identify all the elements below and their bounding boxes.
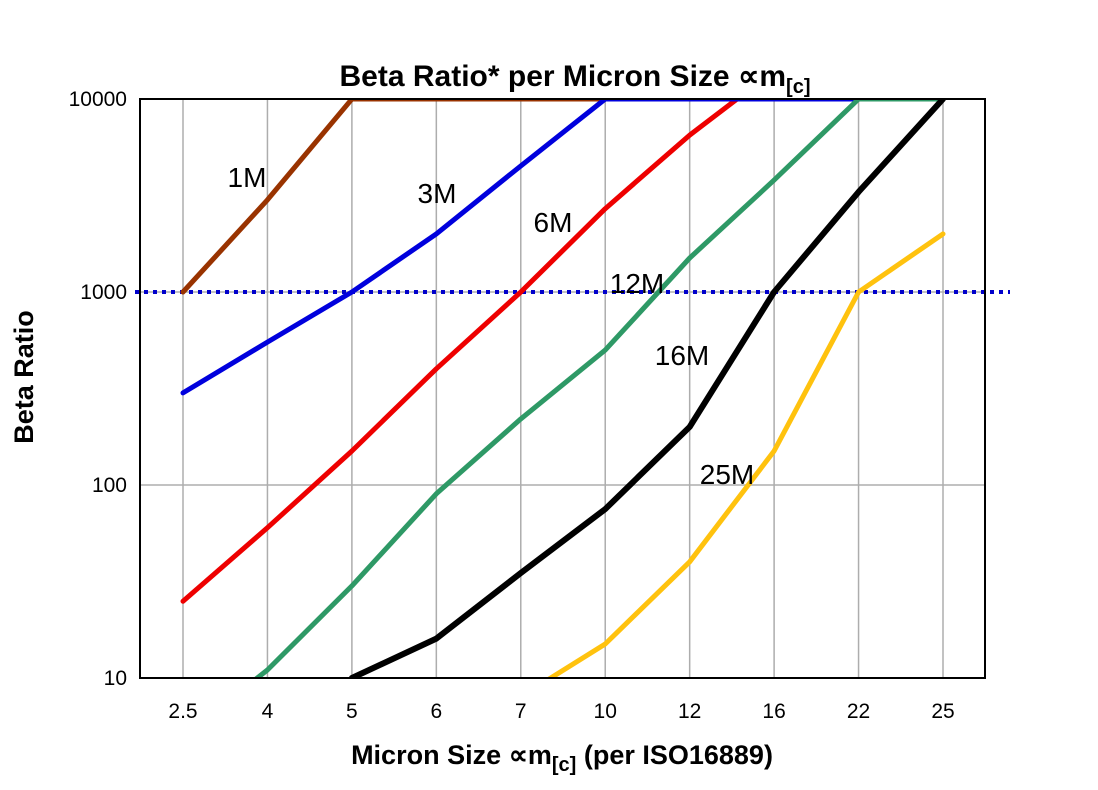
x-axis-title-subscript: [c] xyxy=(552,754,576,776)
series-label-6M: 6M xyxy=(534,207,573,238)
x-tick-label: 4 xyxy=(262,700,274,723)
series-label-12M: 12M xyxy=(610,268,664,299)
grid-layer xyxy=(135,99,1010,678)
chart-title-subscript: [c] xyxy=(786,76,810,98)
series-label-3M: 3M xyxy=(418,178,457,209)
x-tick-label: 6 xyxy=(430,700,442,723)
series-line-16M xyxy=(348,99,946,678)
chart-title-main: Beta Ratio* per Micron Size xyxy=(340,60,738,93)
series-label-25M: 25M xyxy=(700,459,754,490)
x-tick-label: 2.5 xyxy=(168,700,197,723)
y-axis-title: Beta Ratio xyxy=(9,310,39,444)
x-axis-title: Micron Size ∝m[c] (per ISO16889) xyxy=(351,740,773,776)
x-axis-title-symbol: ∝m xyxy=(509,740,552,770)
series-label-16M: 16M xyxy=(655,340,709,371)
chart-title: Beta Ratio* per Micron Size ∝m[c] xyxy=(340,60,811,98)
x-tick-label: 25 xyxy=(931,700,954,723)
x-axis-title-tail: (per ISO16889) xyxy=(576,740,773,770)
y-tick-label: 100 xyxy=(92,474,127,497)
tick-layer: 2.5 4 5 6 7 10 12 16 22 25 10 100 1000 10000 xyxy=(69,88,955,723)
series-line-25M xyxy=(546,231,946,678)
series-line-6M xyxy=(180,99,742,604)
y-tick-label: 10 xyxy=(104,667,127,690)
series-layer xyxy=(180,99,946,678)
x-axis-title-main: Micron Size xyxy=(351,740,509,770)
frame-layer xyxy=(139,98,986,679)
series-line-3M xyxy=(180,99,862,396)
x-tick-label: 7 xyxy=(515,700,527,723)
x-tick-label: 12 xyxy=(678,700,701,723)
x-tick-label: 5 xyxy=(346,700,358,723)
chart-title-symbol: ∝m xyxy=(738,60,786,93)
y-tick-label: 1000 xyxy=(80,281,127,304)
series-label-layer: 1M 3M 6M 12M 16M 25M xyxy=(228,162,755,490)
series-line-12M xyxy=(253,99,946,678)
x-tick-label: 10 xyxy=(594,700,617,723)
x-tick-label: 16 xyxy=(762,700,785,723)
plot-frame xyxy=(139,98,986,679)
x-tick-label: 22 xyxy=(847,700,870,723)
series-label-1M: 1M xyxy=(228,162,267,193)
series-line-1M xyxy=(180,99,608,295)
y-tick-label: 10000 xyxy=(69,88,127,111)
